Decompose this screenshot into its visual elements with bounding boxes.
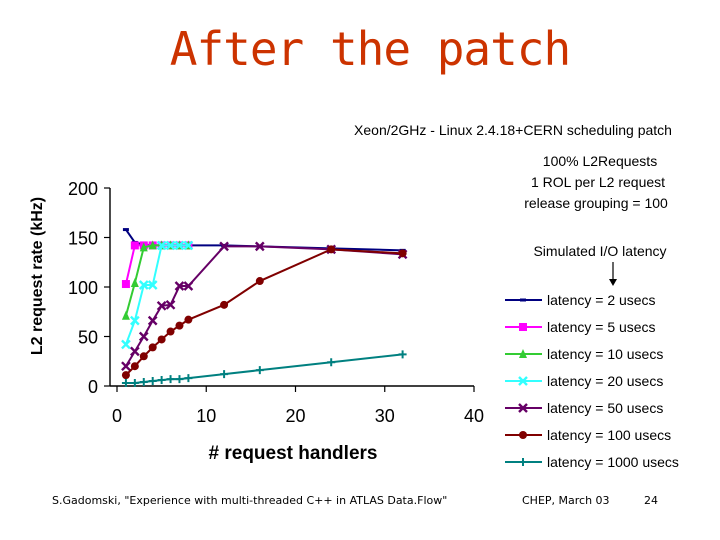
data-point: [398, 249, 407, 258]
data-point: [147, 280, 158, 290]
annotation-line-3: release grouping = 100: [524, 195, 668, 211]
data-point: [220, 370, 229, 379]
data-point: [165, 299, 176, 310]
annotation-line-1: 100% L2Requests: [543, 153, 657, 169]
y-tick-label: 50: [78, 328, 98, 348]
data-point: [174, 240, 185, 251]
data-point: [147, 315, 158, 326]
data-point: [398, 350, 407, 359]
data-point: [166, 375, 175, 384]
annotation-simulated-latency: Simulated I/O latency: [533, 243, 666, 259]
data-point: [139, 352, 148, 361]
data-point: [139, 242, 148, 252]
data-point: [121, 379, 130, 388]
x-axis-label: # request handlers: [209, 443, 378, 464]
legend-item: latency = 100 usecs: [505, 427, 671, 443]
data-point: [175, 375, 184, 384]
legend-swatch-marker: [519, 349, 527, 358]
data-point: [148, 377, 157, 386]
data-point: [130, 379, 139, 388]
x-tick-label: 40: [464, 406, 484, 426]
data-point: [220, 300, 229, 309]
data-point: [148, 343, 157, 352]
data-point: [138, 280, 149, 290]
y-tick-label: 100: [68, 278, 98, 298]
series-latency-20-usecs: [121, 240, 194, 350]
data-point: [138, 331, 149, 342]
legend-item: latency = 50 usecs: [505, 400, 663, 416]
legend-label: latency = 20 usecs: [547, 373, 663, 389]
legend-item: latency = 10 usecs: [505, 346, 663, 362]
legend-swatch-marker: [519, 323, 527, 331]
legend: latency = 2 usecs latency = 5 usecs latenc…: [505, 292, 679, 470]
data-point: [130, 278, 139, 288]
slide-title: After the patch: [169, 22, 571, 76]
axes: 0 50 100 150 200 0 10 20 30 40: [68, 179, 484, 426]
legend-item: latency = 20 usecs: [505, 373, 663, 389]
data-point: [130, 241, 139, 250]
data-point: [183, 281, 194, 291]
data-point: [219, 241, 229, 252]
data-point: [121, 339, 131, 350]
legend-item: latency = 5 usecs: [505, 319, 656, 335]
data-point: [121, 361, 131, 372]
data-point: [121, 310, 130, 320]
data-point: [184, 315, 193, 324]
legend-item: latency = 2 usecs: [505, 292, 656, 308]
footer-page-number: 24: [644, 494, 658, 507]
data-point: [327, 358, 336, 367]
legend-label: latency = 2 usecs: [547, 292, 656, 308]
data-point: [255, 366, 264, 375]
annotation-line-2: 1 ROL per L2 request: [531, 174, 665, 190]
legend-label: latency = 100 usecs: [547, 427, 671, 443]
data-point: [254, 241, 265, 252]
legend-swatch-marker: [518, 403, 528, 413]
annotation-arrow-head: [609, 279, 617, 286]
data-point: [183, 240, 194, 251]
footer-date: CHEP, March 03: [522, 494, 610, 507]
y-tick-label: 200: [68, 179, 98, 199]
x-tick-label: 20: [285, 406, 305, 426]
data-point: [121, 371, 130, 380]
y-tick-label: 150: [68, 229, 98, 249]
data-point: [157, 335, 166, 344]
legend-swatch-marker: [518, 376, 528, 386]
data-point: [327, 245, 336, 254]
legend-swatch-marker: [519, 458, 527, 466]
data-point: [174, 281, 185, 291]
legend-label: latency = 1000 usecs: [547, 454, 679, 470]
data-point: [156, 300, 167, 311]
x-tick-label: 0: [112, 406, 122, 426]
y-axis-label: L2 request rate (kHz): [29, 197, 46, 355]
chart-title: Xeon/2GHz - Linux 2.4.18+CERN scheduling…: [354, 122, 672, 138]
series-latency-100-usecs: [121, 245, 407, 380]
data-point: [166, 327, 175, 336]
series-line: [125, 248, 403, 376]
data-point: [130, 346, 140, 357]
legend-swatch-marker: [519, 431, 527, 439]
data-point: [139, 378, 148, 387]
footer-citation: S.Gadomski, "Experience with multi-threa…: [52, 494, 448, 507]
data-point: [255, 277, 264, 286]
data-point: [156, 240, 167, 251]
legend-label: latency = 5 usecs: [547, 319, 656, 335]
data-point: [148, 240, 157, 250]
y-tick-label: 0: [88, 377, 98, 397]
legend-label: latency = 10 usecs: [547, 346, 663, 362]
series-latency-50-usecs: [121, 241, 408, 372]
legend-item: latency = 1000 usecs: [505, 454, 679, 470]
series-latency-1000-usecs: [121, 350, 407, 388]
data-point: [165, 240, 176, 251]
data-point: [130, 315, 140, 326]
data-point: [157, 376, 166, 385]
data-point: [130, 362, 139, 371]
data-point: [121, 280, 130, 289]
x-tick-label: 30: [375, 406, 395, 426]
legend-label: latency = 50 usecs: [547, 400, 663, 416]
data-point: [184, 374, 193, 383]
data-point: [175, 321, 184, 330]
series-layer: [121, 228, 408, 388]
x-tick-label: 10: [196, 406, 216, 426]
